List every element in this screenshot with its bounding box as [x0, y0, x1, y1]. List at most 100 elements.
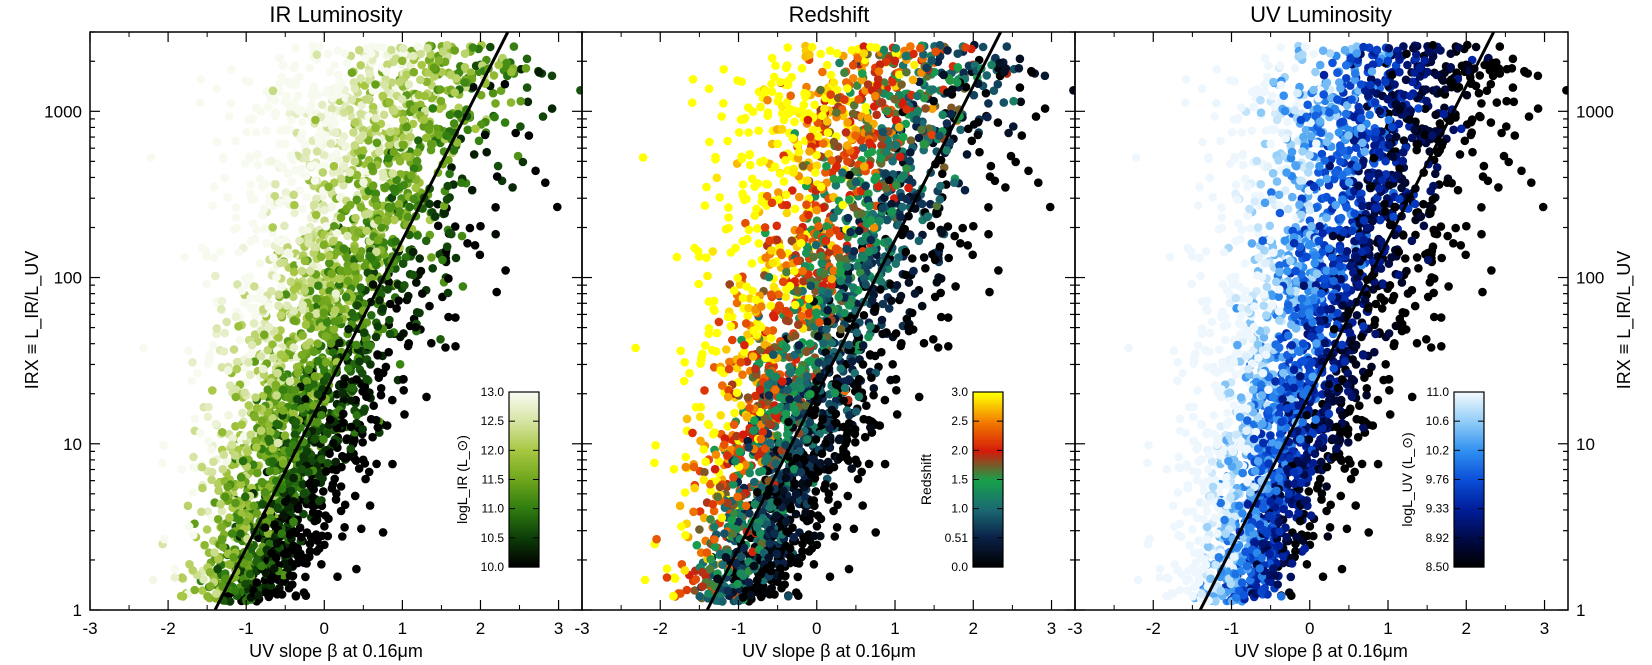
scatter-point: [357, 524, 366, 534]
scatter-point: [246, 293, 255, 303]
scatter-point: [317, 100, 327, 110]
scatter-point: [436, 85, 445, 94]
scatter-point: [287, 115, 296, 125]
scatter-point: [446, 70, 456, 80]
scatter-point: [272, 272, 281, 282]
scatter-point: [393, 280, 403, 289]
scatter-point: [745, 468, 754, 478]
scatter-point: [350, 141, 360, 150]
scatter-point: [362, 392, 371, 401]
scatter-point: [725, 280, 734, 289]
scatter-point: [958, 223, 967, 233]
scatter-point: [817, 258, 827, 268]
scatter-point: [739, 543, 749, 552]
scatter-point: [208, 341, 218, 350]
scatter-point: [350, 262, 359, 271]
scatter-point: [290, 61, 300, 70]
scatter-point: [787, 236, 797, 245]
scatter-point: [278, 162, 287, 171]
scatter-point: [449, 119, 459, 128]
scatter-point: [698, 568, 707, 577]
scatter-point: [304, 238, 314, 248]
scatter-point: [413, 42, 423, 51]
scatter-point: [782, 208, 792, 218]
scatter-point: [247, 115, 256, 124]
scatter-point: [188, 488, 198, 497]
scatter-point: [222, 457, 231, 466]
scatter-point: [770, 162, 780, 171]
scatter-point: [402, 122, 411, 132]
scatter-point: [319, 240, 329, 250]
scatter-point: [339, 161, 349, 171]
scatter-point: [211, 419, 221, 429]
scatter-point: [442, 131, 451, 140]
scatter-point: [244, 552, 254, 561]
scatter-point: [867, 296, 877, 305]
scatter-point: [294, 91, 303, 100]
scatter-point: [330, 117, 340, 126]
scatter-point: [767, 79, 776, 89]
scatter-point: [350, 84, 360, 93]
scatter-point: [282, 195, 291, 204]
scatter-point: [301, 320, 311, 330]
scatter-point: [250, 282, 259, 291]
scatter-point: [458, 282, 468, 291]
scatter-point: [829, 506, 838, 516]
scatter-point: [334, 156, 344, 165]
scatter-point: [276, 350, 286, 360]
scatter-point: [816, 458, 825, 468]
scatter-point: [269, 253, 278, 262]
scatter-point: [400, 410, 409, 419]
scatter-point: [350, 244, 359, 254]
scatter-point: [274, 79, 284, 89]
scatter-point: [333, 572, 342, 581]
scatter-point: [351, 456, 361, 466]
scatter-point: [835, 58, 844, 68]
scatter-point: [768, 258, 778, 268]
scatter-point: [708, 500, 718, 509]
scatter-point: [235, 335, 245, 345]
scatter-point: [714, 457, 724, 466]
scatter-point: [189, 452, 198, 462]
scatter-point: [358, 131, 368, 140]
scatter-point: [914, 392, 924, 402]
scatter-point: [467, 185, 477, 195]
scatter-point: [404, 80, 414, 89]
scatter-point: [349, 436, 359, 446]
scatter-point: [688, 98, 697, 107]
scatter-point: [978, 42, 988, 52]
scatter-point: [743, 330, 752, 339]
scatter-point: [891, 259, 901, 269]
scatter-point: [331, 289, 341, 298]
scatter-point: [245, 370, 255, 380]
scatter-point: [719, 65, 728, 74]
scatter-point: [832, 161, 841, 171]
scatter-point: [428, 104, 438, 113]
scatter-point: [365, 75, 374, 85]
scatter-point: [741, 218, 750, 228]
scatter-point: [409, 164, 419, 173]
scatter-point: [218, 535, 227, 544]
scatter-point: [416, 266, 426, 276]
scatter-point: [335, 338, 344, 348]
scatter-point: [501, 266, 510, 275]
panel-3-title: UV Luminosity: [1250, 2, 1392, 27]
scatter-point: [201, 247, 211, 256]
scatter-point: [993, 79, 1003, 89]
scatter-point: [227, 440, 237, 450]
scatter-point: [361, 95, 371, 104]
scatter-point: [491, 229, 501, 239]
scatter-point: [406, 132, 415, 142]
scatter-point: [221, 492, 230, 502]
scatter-point: [782, 261, 791, 270]
scatter-point: [394, 199, 404, 209]
scatter-point: [209, 182, 219, 192]
scatter-point: [704, 324, 714, 333]
scatter-point: [492, 287, 502, 297]
scatter-point: [836, 260, 845, 270]
scatter-point: [279, 511, 289, 520]
scatter-point: [774, 195, 783, 204]
scatter-point: [849, 247, 859, 256]
scatter-point: [308, 508, 318, 517]
scatter-point: [189, 530, 198, 540]
